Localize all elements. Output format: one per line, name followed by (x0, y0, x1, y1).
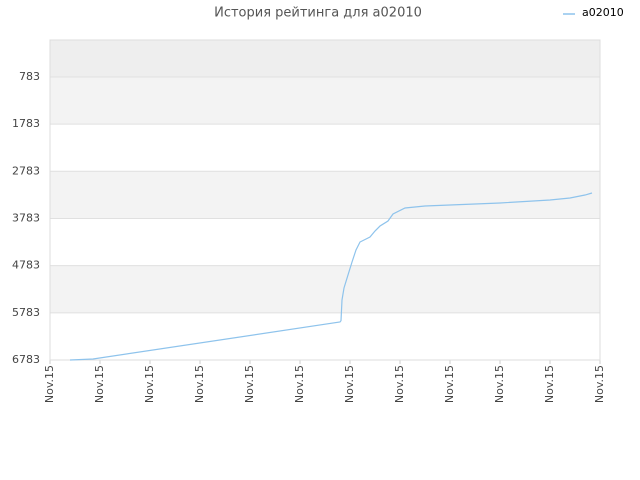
legend-label: a02010 (582, 6, 624, 19)
grid-band (50, 124, 600, 172)
x-tick-label: Nov.15 (543, 365, 556, 403)
x-tick-label: Nov.15 (93, 365, 106, 403)
x-tick-label: Nov.15 (393, 365, 406, 403)
plot-frame (49, 39, 601, 361)
grid-band (50, 76, 600, 125)
x-tick-label: Nov.15 (593, 365, 606, 403)
x-tick-label: Nov.15 (143, 365, 156, 403)
x-tick-label: Nov.15 (243, 365, 256, 403)
grid-band (50, 265, 600, 313)
grid-band (50, 218, 600, 266)
y-tick-label: 1783 (12, 117, 40, 130)
x-tick-label: Nov.15 (293, 365, 306, 403)
y-tick-label: 2783 (12, 164, 40, 177)
y-tick-label: 6783 (12, 353, 40, 366)
y-tick-label: 4783 (12, 259, 40, 272)
x-tick-label: Nov.15 (343, 365, 356, 403)
grid-band (50, 171, 600, 219)
x-tick-label: Nov.15 (493, 365, 506, 403)
rating-line (69, 192, 593, 361)
chart-title: История рейтинга для a02010 (214, 6, 422, 21)
grid-band (50, 40, 600, 77)
y-tick-label: 5783 (12, 306, 40, 319)
x-tick-label: Nov.15 (193, 365, 206, 403)
x-tick-label: Nov.15 (43, 365, 56, 403)
y-tick-label: 783 (19, 70, 40, 83)
x-tick-label: Nov.15 (443, 365, 456, 403)
y-tick-label: 3783 (12, 211, 40, 224)
